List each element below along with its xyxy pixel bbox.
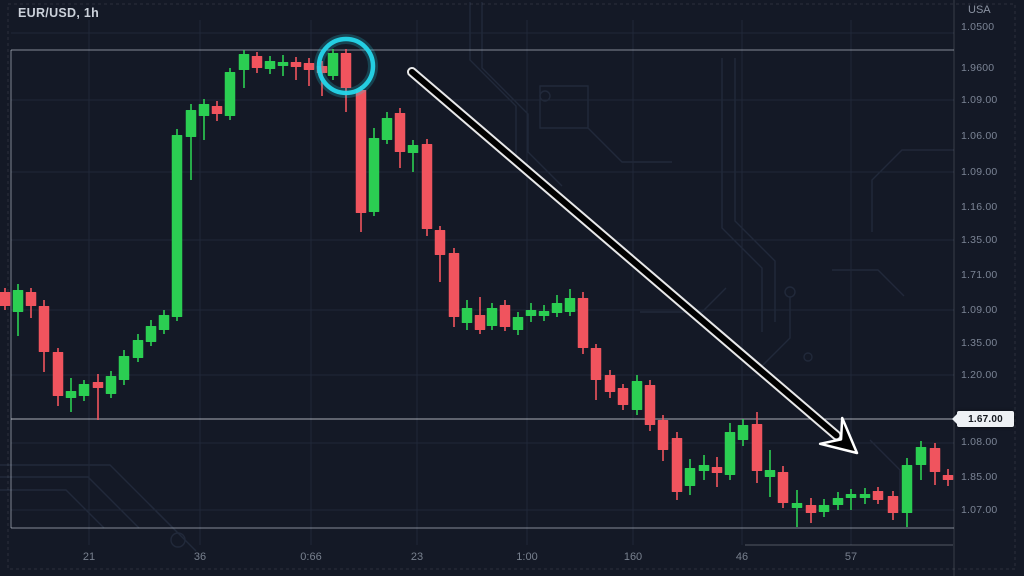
time-axis-label: 23 [410,551,424,563]
time-axis-label: 160 [623,551,643,563]
price-axis-region-label: USA [968,4,991,16]
price-axis-label: 1.35.00 [961,337,998,349]
price-axis-label: 1.35.00 [961,234,998,246]
current-price-tag: 1.67.00 [957,411,1014,427]
price-axis-label: 1.08.00 [961,436,998,448]
price-axis-label: 1.9600 [961,62,995,74]
price-axis-label: 1.09.00 [961,304,998,316]
time-axis-label: 21 [82,551,96,563]
price-axis-label: 1.0500 [961,21,995,33]
time-axis-label: 0:66 [300,551,322,563]
time-axis-label: 46 [735,551,749,563]
time-axis-label: 57 [844,551,858,563]
symbol-label[interactable]: EUR/USD, 1h [18,6,100,20]
time-axis-label: 36 [193,551,207,563]
current-price-value: 1.67.00 [968,413,1003,425]
price-axis-label: 1.07.00 [961,504,998,516]
price-axis-label: 1.09.00 [961,94,998,106]
price-axis-label: 1.71.00 [961,269,998,281]
time-axis-label: 1:00 [516,551,538,563]
price-axis-label: 1.16.00 [961,201,998,213]
time-axis[interactable]: 21 36 0:66 23 1:00 160 46 57 [0,0,956,576]
price-axis-label: 1.09.00 [961,166,998,178]
price-axis-label: 1.20.00 [961,369,998,381]
price-axis-label: 1.06.00 [961,130,998,142]
price-axis-label: 1.85.00 [961,471,998,483]
price-axis[interactable]: USA 1.67.00 1.0500 1.9600 1.09.00 1.06.00 1.… [956,0,1024,576]
